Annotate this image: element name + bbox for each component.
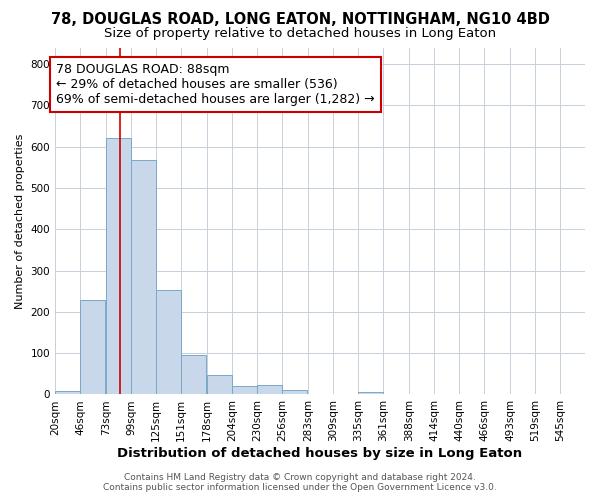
Text: 78, DOUGLAS ROAD, LONG EATON, NOTTINGHAM, NG10 4BD: 78, DOUGLAS ROAD, LONG EATON, NOTTINGHAM… bbox=[50, 12, 550, 28]
Bar bbox=[181, 355, 206, 395]
Bar bbox=[131, 160, 156, 394]
Bar bbox=[55, 391, 80, 394]
Text: 78 DOUGLAS ROAD: 88sqm
← 29% of detached houses are smaller (536)
69% of semi-de: 78 DOUGLAS ROAD: 88sqm ← 29% of detached… bbox=[56, 63, 374, 106]
Bar bbox=[282, 390, 307, 394]
X-axis label: Distribution of detached houses by size in Long Eaton: Distribution of detached houses by size … bbox=[118, 447, 523, 460]
Bar bbox=[80, 300, 105, 394]
Bar bbox=[232, 386, 257, 394]
Text: Contains HM Land Registry data © Crown copyright and database right 2024.
Contai: Contains HM Land Registry data © Crown c… bbox=[103, 473, 497, 492]
Bar bbox=[257, 386, 282, 394]
Y-axis label: Number of detached properties: Number of detached properties bbox=[15, 134, 25, 308]
Bar bbox=[207, 375, 232, 394]
Bar bbox=[358, 392, 383, 394]
Bar bbox=[156, 290, 181, 395]
Bar bbox=[106, 138, 131, 394]
Text: Size of property relative to detached houses in Long Eaton: Size of property relative to detached ho… bbox=[104, 28, 496, 40]
